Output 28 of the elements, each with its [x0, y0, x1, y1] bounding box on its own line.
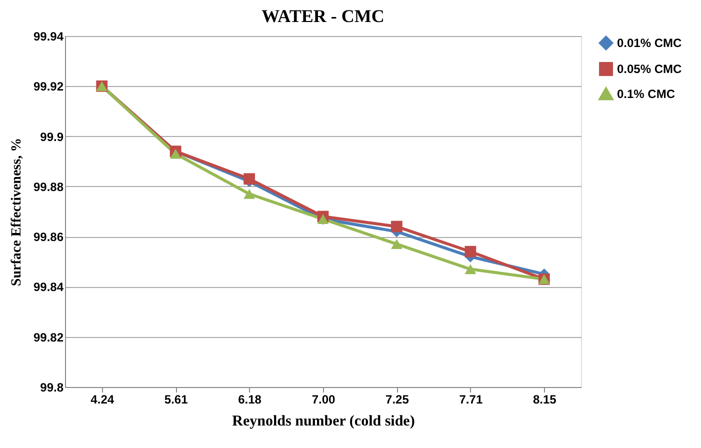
legend-label: 0.05% CMC — [617, 62, 682, 76]
point — [464, 264, 476, 274]
point — [391, 239, 402, 250]
y-tick-label: 99.94 — [33, 30, 64, 44]
y-tick-label: 99.9 — [40, 130, 64, 144]
x-tick-label: 7.25 — [386, 392, 410, 406]
x-tick-label: 8.15 — [532, 392, 557, 406]
y-axis-title: Surface Effectiveness, % — [9, 138, 24, 286]
y-tick-label: 99.8 — [40, 380, 64, 394]
y-tick-label: 99.86 — [33, 230, 64, 244]
point — [464, 246, 476, 258]
x-tick-label: 4.24 — [90, 392, 114, 406]
y-tick-label: 99.84 — [33, 280, 64, 294]
y-tick-label: 99.92 — [33, 80, 64, 94]
legend-label: 0.1% CMC — [617, 87, 676, 101]
x-tick-label: 5.61 — [164, 392, 188, 406]
legend-label: 0.01% CMC — [617, 36, 682, 50]
x-tick-label: 6.18 — [238, 392, 262, 406]
x-tick-label: 7.71 — [459, 392, 483, 406]
x-axis-title: Reynolds number (cold side) — [232, 414, 415, 430]
chart-title: WATER - CMC — [262, 6, 384, 26]
point — [391, 220, 402, 232]
y-tick-label: 99.88 — [33, 180, 64, 194]
y-tick-label: 99.82 — [33, 330, 64, 344]
x-tick-label: 7.00 — [312, 392, 336, 406]
point — [244, 189, 255, 199]
point — [170, 148, 182, 159]
point — [244, 173, 255, 185]
